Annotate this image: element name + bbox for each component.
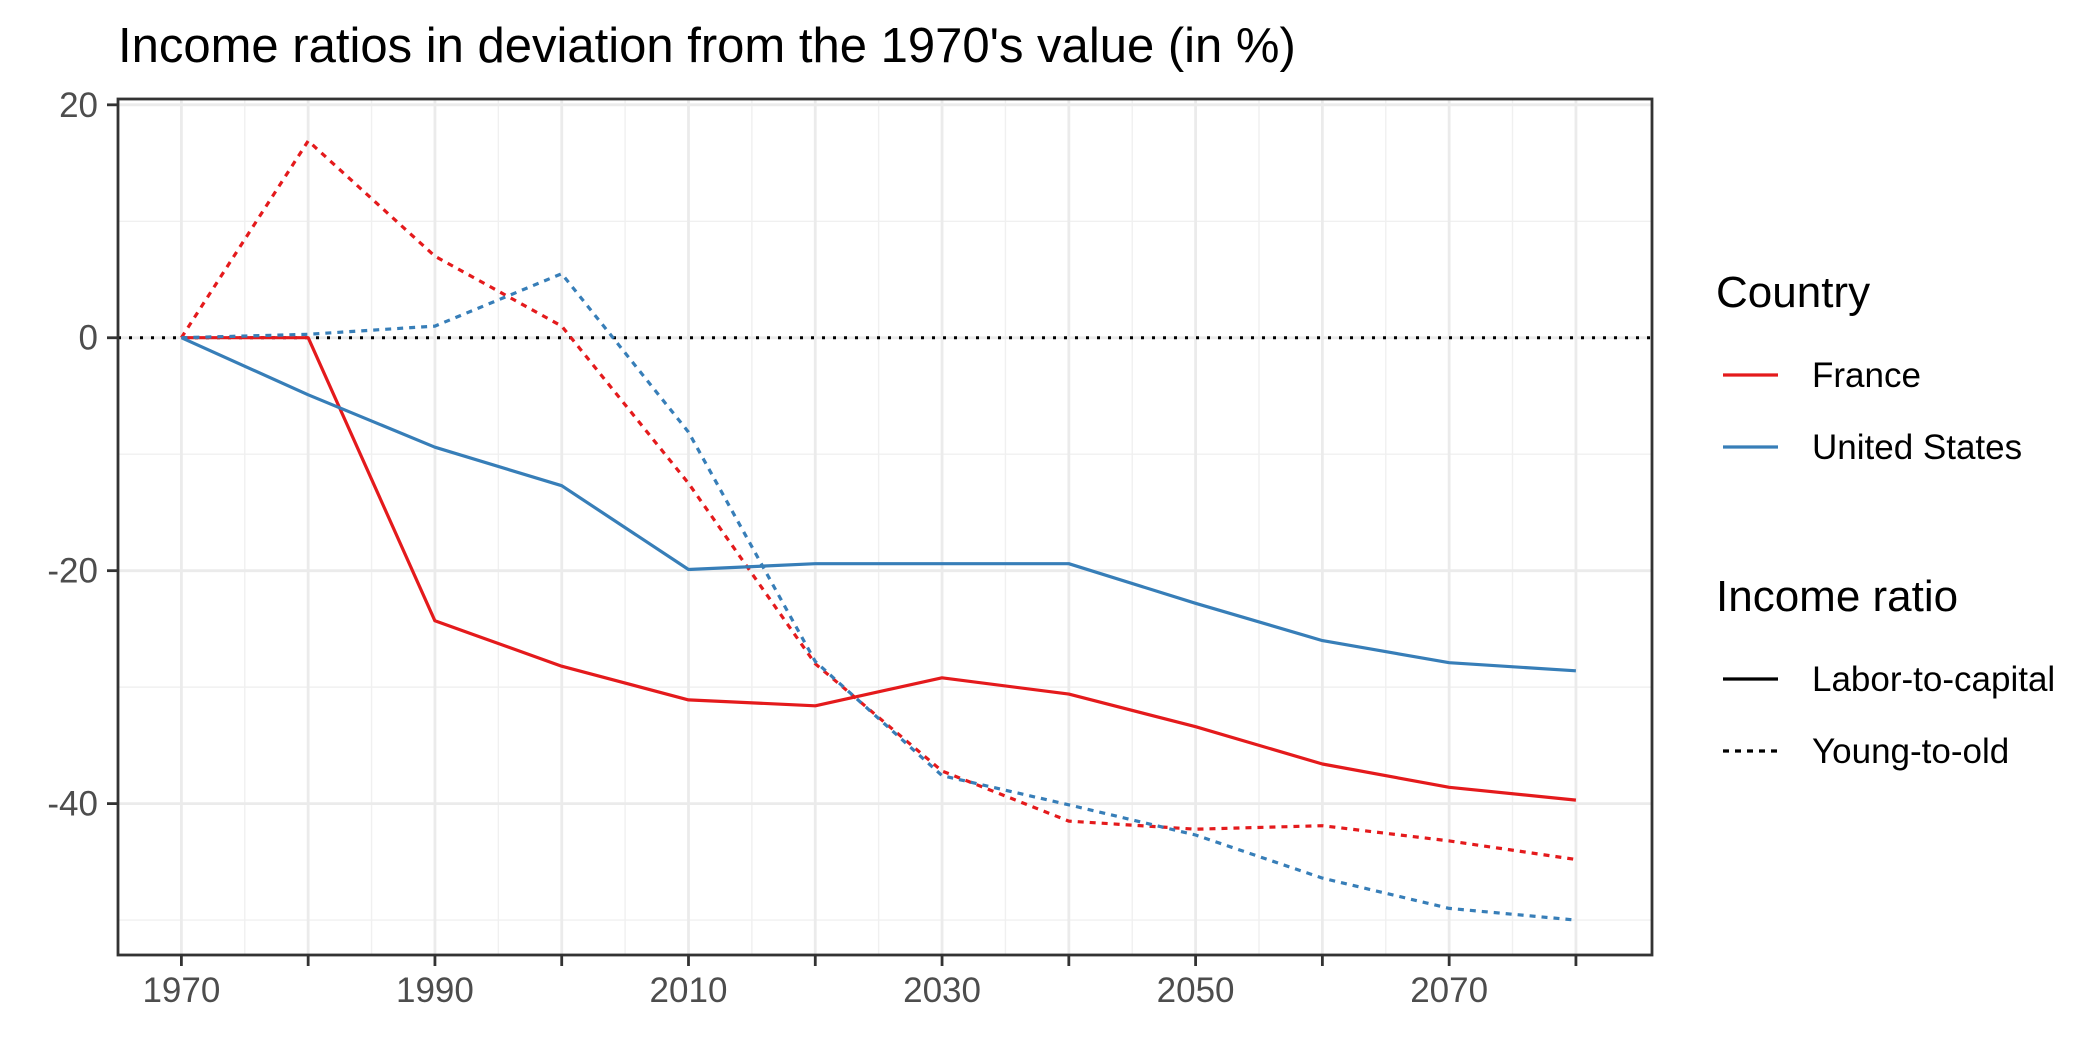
- legend-title-income-ratio: Income ratio: [1716, 572, 1958, 621]
- x-tick-label: 2030: [903, 971, 981, 1010]
- x-tick-label: 2010: [650, 971, 728, 1010]
- y-axis: 20 0 -20 -40: [47, 86, 118, 824]
- y-tick-label: -40: [47, 785, 98, 824]
- plot-background: [118, 99, 1652, 955]
- series-line-united-states-young-to-old: [181, 272, 1577, 922]
- legend-title-country: Country: [1716, 268, 1870, 317]
- x-tick-label: 1990: [396, 971, 474, 1010]
- legend-label: United States: [1812, 428, 2022, 467]
- y-tick-label: -20: [47, 552, 98, 591]
- series-line-france-young-to-old: [180, 139, 1577, 862]
- legend-label: Young-to-old: [1812, 732, 2009, 771]
- x-tick-label: 2070: [1410, 971, 1488, 1010]
- plot-border: [116, 97, 1654, 957]
- y-tick-label: 0: [79, 319, 98, 358]
- legend-label: Labor-to-capital: [1812, 660, 2055, 699]
- series-line-united-states-labor-to-capital: [180, 336, 1577, 673]
- x-tick-label: 1970: [142, 971, 220, 1010]
- plot-area: 1970 1990 2010 2030 2050 2070 20 0 -20 -40: [47, 86, 1654, 1010]
- x-tick-label: 2050: [1157, 971, 1235, 1010]
- y-tick-label: 20: [59, 86, 98, 125]
- series-group: [180, 139, 1577, 922]
- x-axis: 1970 1990 2010 2030 2050 2070: [142, 955, 1578, 1010]
- legend: Country France United States Income ratio La…: [1716, 268, 2055, 771]
- series-line-france-labor-to-capital: [181, 336, 1577, 802]
- legend-label: France: [1812, 356, 1921, 395]
- chart-title: Income ratios in deviation from the 1970…: [118, 19, 1296, 73]
